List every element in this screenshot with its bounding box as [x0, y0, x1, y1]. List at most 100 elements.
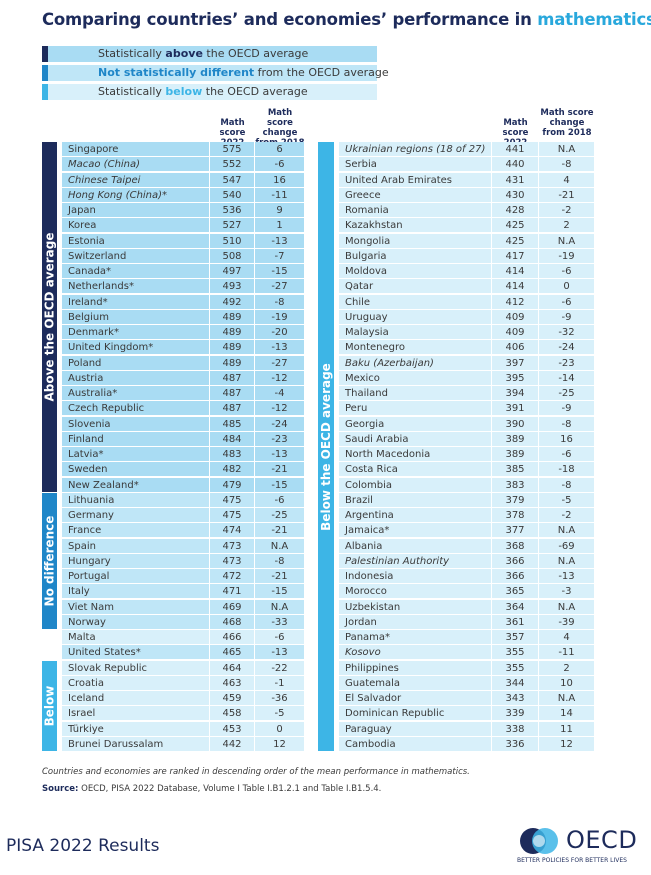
country-name: Slovak Republic: [62, 660, 210, 676]
country-name: Dominican Republic: [339, 706, 492, 722]
legend-stripe: [42, 84, 48, 100]
table-row: Iceland 459 -36: [62, 691, 305, 706]
table-row: Sweden 482 -21: [62, 462, 305, 478]
math-score: 441: [492, 142, 539, 157]
math-score: 487: [210, 386, 255, 401]
table-row: Thailand 394 -25: [339, 386, 595, 401]
table-row: Norway 468 -33: [62, 614, 305, 630]
table-row: Chile 412 -6: [339, 294, 595, 310]
math-score: 338: [492, 721, 539, 737]
table-row: New Zealand* 479 -15: [62, 477, 305, 493]
score-change: -6: [539, 264, 595, 279]
legend-item: Statistically above the OECD average: [42, 46, 377, 62]
title-text: Comparing countries’ and economies’ perf…: [42, 10, 532, 29]
score-change: N.A: [255, 538, 305, 554]
country-name: Jamaica*: [339, 523, 492, 539]
country-name: Israel: [62, 706, 210, 722]
score-change: -33: [255, 614, 305, 630]
country-name: Czech Republic: [62, 401, 210, 417]
country-name: Greece: [339, 187, 492, 203]
table-row: Italy 471 -15: [62, 584, 305, 600]
score-change: N.A: [539, 233, 595, 249]
legend-text: Not statistically different from the OEC…: [98, 65, 389, 81]
country-name: Thailand: [339, 386, 492, 401]
math-score: 493: [210, 279, 255, 295]
table-row: Slovenia 485 -24: [62, 416, 305, 432]
math-score: 355: [492, 645, 539, 661]
country-name: Estonia: [62, 233, 210, 249]
table-row: Baku (Azerbaijan) 397 -23: [339, 355, 595, 371]
country-name: Indonesia: [339, 569, 492, 584]
score-change: -9: [539, 309, 595, 325]
country-name: Viet Nam: [62, 599, 210, 615]
score-change: -21: [255, 569, 305, 584]
math-score: 459: [210, 691, 255, 706]
math-score: 475: [210, 508, 255, 523]
math-score: 431: [492, 172, 539, 188]
country-name: Slovenia: [62, 416, 210, 432]
country-name: Kazakhstan: [339, 218, 492, 234]
math-score: 472: [210, 569, 255, 584]
table-row: Jordan 361 -39: [339, 614, 595, 630]
table-row: Slovak Republic 464 -22: [62, 660, 305, 676]
math-score: 412: [492, 294, 539, 310]
table-row: Chinese Taipei 547 16: [62, 172, 305, 188]
table-row: North Macedonia 389 -6: [339, 447, 595, 462]
legend-item: Not statistically different from the OEC…: [42, 65, 389, 81]
country-name: Philippines: [339, 660, 492, 676]
country-name: Spain: [62, 538, 210, 554]
country-name: Brazil: [339, 492, 492, 508]
math-score: 474: [210, 523, 255, 539]
country-name: Saudi Arabia: [339, 431, 492, 447]
score-change: 6: [255, 142, 305, 157]
country-name: United Kingdom*: [62, 340, 210, 356]
country-name: Netherlands*: [62, 279, 210, 295]
table-row: Denmark* 489 -20: [62, 325, 305, 340]
country-name: Portugal: [62, 569, 210, 584]
math-score: 355: [492, 660, 539, 676]
math-score: 489: [210, 340, 255, 356]
section-label: Below the OECD average: [318, 142, 334, 751]
math-score: 390: [492, 416, 539, 432]
math-score: 468: [210, 614, 255, 630]
country-name: Korea: [62, 218, 210, 234]
title: Comparing countries’ and economies’ perf…: [42, 10, 651, 29]
country-name: Latvia*: [62, 447, 210, 462]
table-row: Kazakhstan 425 2: [339, 218, 595, 234]
table-row: Uzbekistan 364 N.A: [339, 599, 595, 615]
legend-part: Statistically: [98, 47, 162, 60]
score-change: -20: [255, 325, 305, 340]
score-change: -4: [255, 386, 305, 401]
table-row: Ireland* 492 -8: [62, 294, 305, 310]
country-name: Palestinian Authority: [339, 553, 492, 569]
table-row: Netherlands* 493 -27: [62, 279, 305, 295]
table-row: Colombia 383 -8: [339, 477, 595, 493]
score-change: -21: [255, 523, 305, 539]
table-row: Switzerland 508 -7: [62, 248, 305, 264]
score-change: -25: [539, 386, 595, 401]
country-name: Denmark*: [62, 325, 210, 340]
table-row: Australia* 487 -4: [62, 386, 305, 401]
score-change: -11: [539, 645, 595, 661]
table-row: Singapore 575 6: [62, 142, 305, 157]
source-text: OECD, PISA 2022 Database, Volume I Table…: [81, 784, 382, 794]
math-score: 409: [492, 309, 539, 325]
country-name: Moldova: [339, 264, 492, 279]
score-change: N.A: [539, 142, 595, 157]
country-name: Ireland*: [62, 294, 210, 310]
math-score: 547: [210, 172, 255, 188]
country-name: Guatemala: [339, 675, 492, 691]
math-score: 463: [210, 675, 255, 691]
score-change: -21: [539, 187, 595, 203]
score-change: -5: [539, 492, 595, 508]
country-name: Norway: [62, 614, 210, 630]
score-change: -8: [255, 294, 305, 310]
table-row: Georgia 390 -8: [339, 416, 595, 432]
math-score: 379: [492, 492, 539, 508]
score-change: -1: [255, 675, 305, 691]
math-score: 442: [210, 736, 255, 752]
table-row: Albania 368 -69: [339, 538, 595, 554]
logo-mark: [520, 828, 558, 854]
table-row: Brazil 379 -5: [339, 492, 595, 508]
